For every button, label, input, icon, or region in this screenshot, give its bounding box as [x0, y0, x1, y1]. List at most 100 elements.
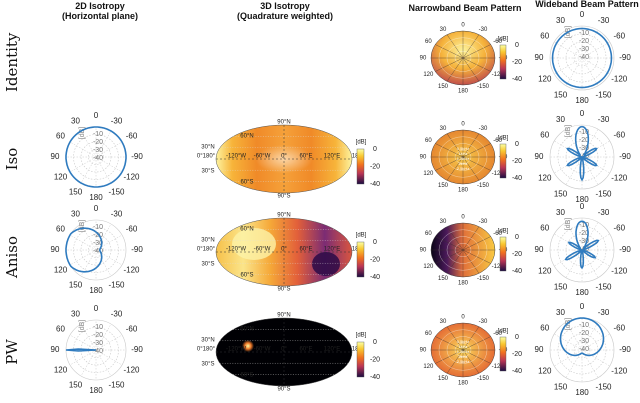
narrowband-freq-ring [454, 150, 472, 164]
narrowband-freq-ring [454, 243, 472, 257]
polar-grid-spoke [95, 334, 123, 351]
polar-grid-spoke [95, 349, 112, 377]
narrowband-angle-label: -60 [493, 39, 502, 45]
polar-angle-label: 0 [580, 10, 585, 19]
column-title-line: Narrowband Beam Pattern [408, 3, 522, 13]
polar-angle-label: 60 [540, 131, 549, 140]
polar-grid-spoke [69, 141, 97, 158]
column-title-wideband: Wideband Beam Pattern [532, 0, 640, 9]
sky-map-lat-label: 60°S [240, 273, 253, 279]
polar-angle-label: -120 [123, 173, 140, 182]
column-title-line: 3D Isotropy [260, 1, 310, 11]
polar-grid-spoke [565, 156, 583, 185]
polar-angle-label: 30 [556, 115, 565, 124]
polar-unit-label: [dB] [565, 218, 572, 231]
narrowband-angle-label: 60 [425, 138, 432, 144]
polar-grid-spoke [554, 41, 583, 59]
colorbar-tick-label: -40 [512, 268, 522, 275]
polar-r-tick-label: -10 [579, 222, 589, 229]
colorbar-tick-label: 0 [373, 239, 377, 246]
sky-map-lon-label: 120°E [324, 247, 340, 253]
polar-curve-2d-iso [65, 126, 127, 188]
narrowband-angle-label: 150 [438, 84, 449, 90]
polar-angle-label: -60 [126, 325, 138, 334]
polar-grid-spoke [80, 156, 97, 184]
polar-angle-label: -60 [613, 224, 625, 233]
polar-grid-spoke [95, 223, 112, 251]
colorbar [499, 336, 507, 372]
polar-grid-spoke [581, 249, 599, 278]
polar-angle-label: 0 [94, 204, 99, 213]
sky-map-lat-label: 90°N [277, 213, 290, 219]
polar-angle-label: -150 [108, 381, 125, 390]
sky-map-lon-label: -120°W [226, 247, 246, 253]
polar-curve-wideband-iso [566, 125, 598, 182]
polar-angle-label: -90 [619, 245, 631, 254]
polar-angle-label: -150 [595, 189, 612, 198]
polar-grid-spoke [554, 349, 583, 367]
colorbar-tick-label: -20 [512, 251, 522, 258]
polar-angle-label: -30 [111, 210, 123, 219]
narrowband-angle-label: -120 [492, 171, 505, 177]
polar-grid-spoke [69, 334, 97, 351]
polar-r-tick-label: -40 [579, 346, 589, 353]
polar-grid-spoke [69, 234, 97, 251]
polar-r-tick-label: -20 [579, 38, 589, 45]
polar-grid-spoke [95, 130, 112, 158]
polar-unit-label: [dB] [79, 127, 86, 140]
polar-r-tick-label: -10 [93, 224, 103, 231]
narrowband-angle-label: -150 [477, 276, 490, 282]
colorbar-unit-label: [dB] [356, 233, 367, 239]
colorbar-tick-label: -40 [370, 274, 380, 281]
polar-grid-spoke [565, 349, 583, 378]
polar-angle-label: 0 [94, 304, 99, 313]
polar-angle-label: -150 [595, 282, 612, 291]
polar-curve-wideband-aniso [564, 220, 600, 270]
colorbar [499, 143, 507, 179]
polar-angle-label: 0 [580, 302, 585, 311]
polar-angle-label: -60 [613, 131, 625, 140]
colorbar-tick-label: -20 [512, 59, 522, 66]
sky-map-lon-label: 60°E [299, 154, 312, 160]
polar-angle-label: 90 [535, 345, 544, 354]
narrowband-freq-ring [438, 136, 488, 178]
narrowband-angle-label: 150 [438, 183, 449, 189]
colorbar [356, 241, 365, 278]
polar-angle-label: 150 [554, 282, 568, 291]
polar-r-tick-label: -20 [93, 232, 103, 239]
colorbar-unit-label: [dB] [498, 136, 509, 142]
colorbar-unit-label: [dB] [498, 329, 509, 335]
colorbar-tick-label: 0 [515, 234, 519, 241]
polar-angle-label: 90 [535, 53, 544, 62]
polar-curve-wideband-pw [559, 317, 605, 357]
polar-angle-label: -90 [619, 53, 631, 62]
polar-grid-spoke [565, 322, 583, 351]
narrowband-freq-ring [446, 236, 480, 264]
narrowband-freq-label: 0.5kHz [457, 146, 469, 151]
sky-map-lat-label: 30°N [201, 338, 214, 344]
polar-angle-label: 30 [71, 310, 80, 319]
polar-r-tick-label: -30 [579, 238, 589, 245]
colorbar-tick-label: 0 [515, 141, 519, 148]
polar-r-tick-label: -30 [579, 145, 589, 152]
polar-angle-label: -30 [598, 308, 610, 317]
sky-map-lon-label: 0° [281, 154, 287, 160]
narrowband-angle-label: -60 [493, 231, 502, 237]
polar-angle-label: 90 [51, 245, 60, 254]
narrowband-angle-label: -60 [493, 138, 502, 144]
polar-grid-spoke [565, 249, 583, 278]
polar-angle-label: 60 [56, 325, 65, 334]
sky-map-lat-label: 60°N [240, 327, 253, 333]
polar-angle-label: -120 [611, 174, 628, 183]
column-title-2d: 2D Isotropy (Horizontal plane) [50, 1, 150, 21]
narrowband-angle-label: 180 [458, 188, 469, 194]
polar-angle-label: -60 [613, 324, 625, 333]
narrowband-angle-label: 60 [425, 331, 432, 337]
sky-map-lon-label: 0°180° [197, 154, 216, 160]
narrowband-freq-ring [454, 343, 472, 357]
narrowband-freq-label: 1.5kHz [457, 349, 469, 354]
polar-r-tick-label: -40 [93, 348, 103, 355]
polar-r-tick-label: -10 [579, 322, 589, 329]
polar-angle-label: -90 [619, 345, 631, 354]
polar-angle-label: -30 [598, 115, 610, 124]
